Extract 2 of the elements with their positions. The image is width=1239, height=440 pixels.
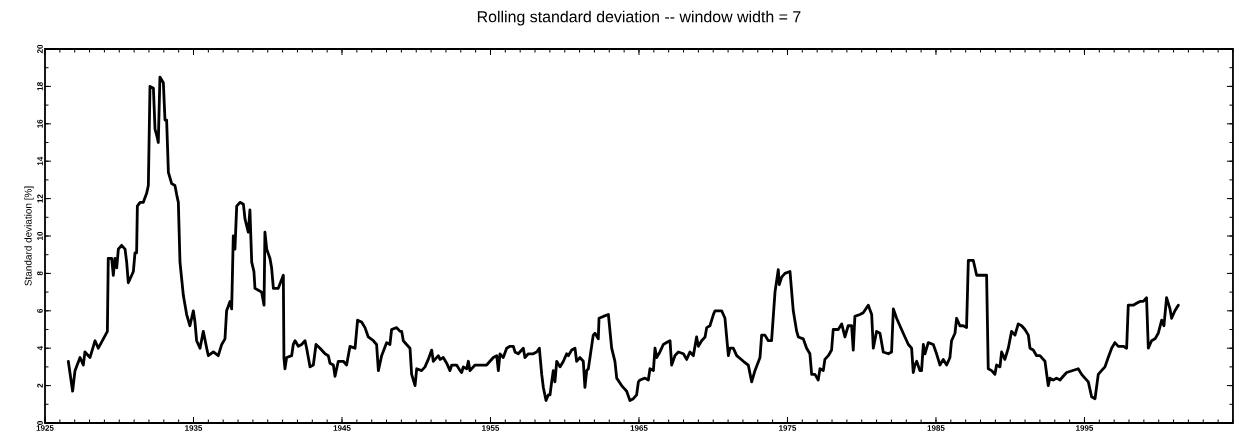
chart-title: Rolling standard deviation -- window width = 7 <box>477 10 801 26</box>
y-axis-title: Standard deviation [%] <box>24 186 34 286</box>
